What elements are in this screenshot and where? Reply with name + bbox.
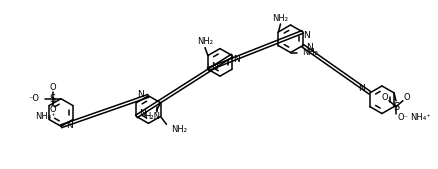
Text: S: S: [392, 102, 398, 112]
Text: NH₂: NH₂: [272, 14, 288, 23]
Text: N: N: [139, 109, 146, 118]
Text: NH₂: NH₂: [197, 37, 212, 46]
Text: O: O: [381, 93, 388, 102]
Text: NH₄⁺: NH₄⁺: [35, 112, 55, 121]
Text: N: N: [357, 84, 364, 93]
Text: NH₂: NH₂: [302, 48, 318, 57]
Text: NH₄⁺: NH₄⁺: [409, 113, 430, 122]
Text: O⁻: O⁻: [397, 113, 408, 122]
Text: N: N: [210, 62, 217, 71]
Text: O: O: [403, 93, 409, 102]
Text: O: O: [49, 105, 56, 114]
Text: N: N: [136, 90, 143, 99]
Text: N: N: [303, 31, 310, 40]
Text: N: N: [233, 55, 239, 64]
Text: ⁻O: ⁻O: [28, 94, 39, 103]
Text: H₂N: H₂N: [144, 112, 160, 121]
Text: N: N: [306, 43, 313, 52]
Text: O: O: [49, 83, 56, 92]
Text: NH₂: NH₂: [171, 125, 187, 134]
Text: N: N: [66, 121, 73, 130]
Text: S: S: [49, 94, 55, 104]
